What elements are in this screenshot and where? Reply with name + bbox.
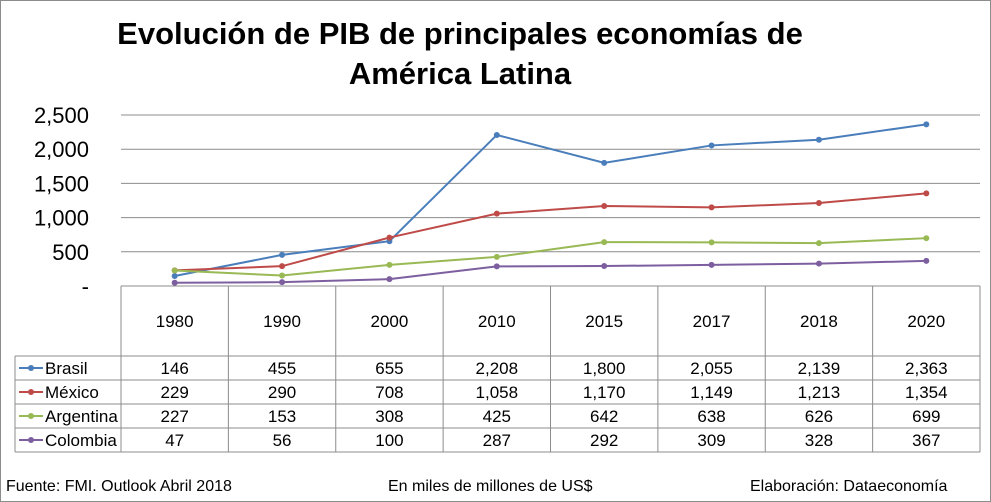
table-value: 708	[375, 383, 403, 402]
category-label: 2010	[478, 312, 516, 331]
data-point	[708, 204, 715, 211]
chart-title: Evolución de PIB de principales economía…	[60, 14, 860, 94]
series-line	[174, 123, 927, 277]
table-value: 1,354	[905, 383, 948, 402]
units-note: En miles de millones de US$	[388, 478, 593, 495]
data-point	[815, 200, 822, 207]
data-point	[601, 202, 608, 209]
data-point	[601, 239, 608, 246]
legend-key-marker	[28, 365, 34, 371]
data-point	[493, 263, 500, 270]
y-tick-label: 500	[52, 240, 89, 265]
data-point	[923, 190, 930, 197]
credit-note: Elaboración: Dataeconomía	[750, 478, 948, 495]
legend-key-marker	[28, 437, 34, 443]
table-value: 100	[375, 431, 403, 450]
data-point	[279, 279, 286, 286]
data-point	[815, 260, 822, 267]
y-tick-label: -	[82, 274, 89, 299]
data-point	[815, 136, 822, 143]
table-value: 626	[805, 407, 833, 426]
legend-entry: Colombia	[45, 431, 117, 450]
data-point	[171, 279, 178, 286]
data-point	[493, 253, 500, 260]
series-line	[174, 192, 927, 272]
data-point	[171, 267, 178, 274]
legend-entry: México	[45, 383, 99, 402]
legend-key-marker	[28, 413, 34, 419]
data-point	[708, 261, 715, 268]
table-value: 699	[912, 407, 940, 426]
chart-title-line-2: América Latina	[348, 56, 572, 91]
data-point	[601, 159, 608, 166]
table-value: 638	[697, 407, 725, 426]
table-value: 642	[590, 407, 618, 426]
y-tick-label: 2,500	[34, 103, 89, 128]
table-value: 287	[483, 431, 511, 450]
table-value: 2,139	[798, 359, 841, 378]
category-label: 1980	[156, 312, 194, 331]
data-point	[279, 272, 286, 279]
table-value: 2,055	[690, 359, 733, 378]
data-point	[708, 142, 715, 149]
data-point	[601, 263, 608, 270]
category-label: 2000	[371, 312, 409, 331]
data-point	[279, 251, 286, 258]
data-point	[386, 261, 393, 268]
table-value: 1,800	[583, 359, 626, 378]
table-value: 146	[161, 359, 189, 378]
y-tick-label: 1,500	[34, 171, 89, 196]
data-point	[171, 273, 178, 280]
data-point	[923, 121, 930, 128]
table-value: 425	[483, 407, 511, 426]
data-point	[923, 235, 930, 242]
table-value: 47	[165, 431, 184, 450]
table-value: 2,363	[905, 359, 948, 378]
table-value: 292	[590, 431, 618, 450]
data-point	[279, 263, 286, 270]
data-point	[815, 240, 822, 247]
table-value: 309	[697, 431, 725, 450]
data-point	[708, 239, 715, 246]
table-value: 328	[805, 431, 833, 450]
table-value: 1,213	[798, 383, 841, 402]
table-value: 1,058	[476, 383, 519, 402]
table-value: 56	[273, 431, 292, 450]
category-label: 2015	[585, 312, 623, 331]
legend-entry: Brasil	[45, 359, 88, 378]
category-label: 2018	[800, 312, 838, 331]
data-point	[923, 257, 930, 264]
data-point	[386, 234, 393, 241]
y-tick-label: 1,000	[34, 206, 89, 231]
table-value: 308	[375, 407, 403, 426]
data-point	[493, 210, 500, 217]
table-value: 227	[161, 407, 189, 426]
category-label: 2020	[907, 312, 945, 331]
y-tick-label: 2,000	[34, 137, 89, 162]
table-value: 153	[268, 407, 296, 426]
category-label: 2017	[693, 312, 731, 331]
table-value: 1,149	[690, 383, 733, 402]
source-note: Fuente: FMI. Outlook Abril 2018	[6, 478, 232, 495]
table-value: 229	[161, 383, 189, 402]
series-line	[174, 259, 927, 284]
table-value: 2,208	[476, 359, 519, 378]
table-value: 655	[375, 359, 403, 378]
table-value: 290	[268, 383, 296, 402]
series-line	[174, 237, 927, 277]
table-value: 455	[268, 359, 296, 378]
table-value: 367	[912, 431, 940, 450]
category-label: 1990	[263, 312, 301, 331]
data-point	[386, 276, 393, 283]
data-point	[493, 131, 500, 138]
chart-title-line-1: Evolución de PIB de principales economía…	[117, 16, 803, 51]
legend-key-marker	[28, 389, 34, 395]
legend-entry: Argentina	[45, 407, 118, 426]
table-value: 1,170	[583, 383, 626, 402]
